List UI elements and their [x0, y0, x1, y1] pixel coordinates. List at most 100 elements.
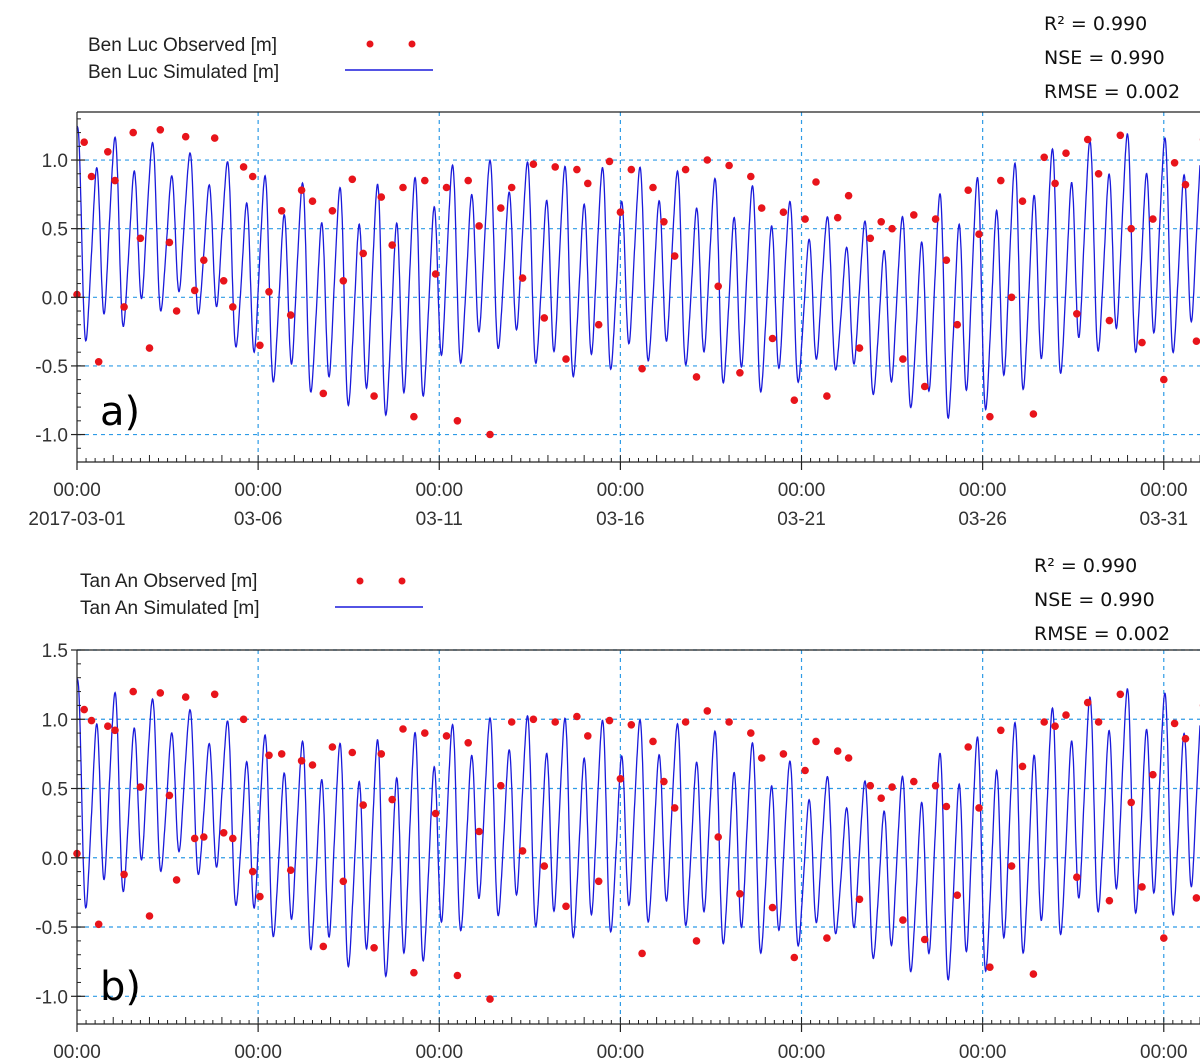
observed-point [497, 781, 505, 790]
observed-point [239, 163, 248, 171]
observed-point [1029, 410, 1038, 418]
observed-point [136, 783, 145, 791]
observed-point [136, 234, 145, 243]
observed-point [265, 288, 273, 296]
observed-point [660, 777, 668, 786]
observed-point [165, 238, 174, 247]
observed-point [551, 163, 559, 171]
observed-point [145, 344, 154, 352]
observed-point [507, 183, 516, 192]
observed-point [377, 750, 386, 758]
observed-point [1160, 375, 1168, 384]
observed-point [931, 215, 940, 223]
observed-point [286, 311, 295, 319]
observed-point [605, 157, 614, 166]
observed-point [172, 876, 181, 884]
observed-point [156, 689, 165, 697]
stats-box: R² = 0.990 NSE = 0.990 RMSE = 0.002 [1034, 555, 1170, 645]
simulated-series [76, 125, 1200, 420]
observed-point [219, 829, 228, 837]
observed-point [328, 207, 337, 215]
observed-point [1138, 338, 1146, 347]
observed-point [997, 176, 1005, 185]
panel-label: b) [100, 964, 141, 1010]
simulated-line [76, 125, 1200, 420]
observed-point [190, 834, 199, 843]
legend-observed-label: Tan An Observed [m] [80, 571, 257, 592]
x-tick-time-label: 00:00 [415, 480, 463, 501]
observed-point [111, 726, 119, 735]
observed-point [87, 716, 96, 725]
observed-point [844, 191, 853, 200]
observed-point [638, 364, 646, 373]
observed-point [104, 722, 112, 730]
observed-point [442, 183, 451, 192]
observed-point [638, 949, 646, 958]
observed-point [768, 334, 777, 343]
observed-point [584, 732, 592, 740]
observed-point [1083, 135, 1092, 144]
observed-point [899, 916, 907, 924]
axes: -1.0 -0.5 0.0 0.5 1.0 00:00 2017-03-01 00:00 03-… [28, 111, 1200, 530]
observed-point [388, 241, 397, 249]
observed-point [239, 715, 248, 724]
legend-observed-marker [356, 577, 364, 585]
observed-point [801, 766, 809, 775]
observed-point [1040, 153, 1048, 162]
observed-point [200, 833, 208, 841]
observed-point [953, 891, 962, 899]
observed-point [339, 877, 348, 886]
observed-point [1105, 896, 1114, 905]
observed-point [790, 396, 799, 405]
observed-point [757, 204, 766, 212]
observed-point [888, 224, 896, 233]
observed-point [80, 138, 88, 146]
observed-point [1018, 197, 1027, 205]
stats-r2: R² = 0.990 [1044, 13, 1147, 35]
observed-point [562, 355, 570, 363]
legend: Ben Luc Observed [m] Ben Luc Simulated [… [88, 35, 433, 83]
observed-point [714, 282, 722, 291]
observed-point [1073, 873, 1081, 881]
legend-observed-label: Ben Luc Observed [m] [88, 35, 277, 56]
observed-point [497, 204, 505, 212]
observed-point [692, 373, 701, 381]
axes: -1.0-0.50.00.51.01.500:002017-03-0100:00… [35, 641, 1200, 1063]
ben-luc-panel: Ben Luc Observed [m] Ben Luc Simulated [… [28, 13, 1200, 530]
observed-point [219, 277, 228, 285]
observed-point [986, 412, 994, 421]
observed-point [442, 732, 451, 740]
observed-point [910, 211, 918, 219]
observed-point [111, 176, 119, 185]
observed-point [87, 172, 96, 181]
observed-point [812, 737, 820, 746]
observed-point [1094, 718, 1103, 726]
observed-point [942, 802, 951, 811]
x-tick-time-label: 00:00 [1140, 1042, 1188, 1063]
x-tick-date-label: 03-31 [1139, 509, 1188, 530]
observed-point [757, 754, 766, 762]
observed-point [681, 165, 690, 174]
observed-point [277, 750, 286, 758]
observed-point [1127, 224, 1135, 233]
x-tick-date-label: 03-16 [596, 509, 645, 530]
observed-point [888, 783, 896, 791]
y-tick-label: -1.0 [35, 987, 68, 1008]
observed-point [507, 718, 516, 726]
observed-point [518, 274, 527, 282]
observed-point [670, 252, 679, 260]
simulated-line [76, 678, 1200, 981]
observed-point [210, 134, 219, 142]
x-tick-time-label: 00:00 [597, 480, 645, 501]
stats-rmse: RMSE = 0.002 [1034, 623, 1170, 645]
observed-point [370, 944, 378, 952]
legend-observed-marker [408, 40, 416, 48]
observed-point [265, 751, 273, 760]
observed-point [156, 126, 165, 134]
observed-point [529, 715, 538, 724]
observed-point [714, 833, 722, 841]
y-tick-label: 0.0 [42, 288, 68, 309]
observed-point [660, 218, 668, 226]
observed-point [328, 743, 337, 751]
observed-point [823, 934, 831, 942]
